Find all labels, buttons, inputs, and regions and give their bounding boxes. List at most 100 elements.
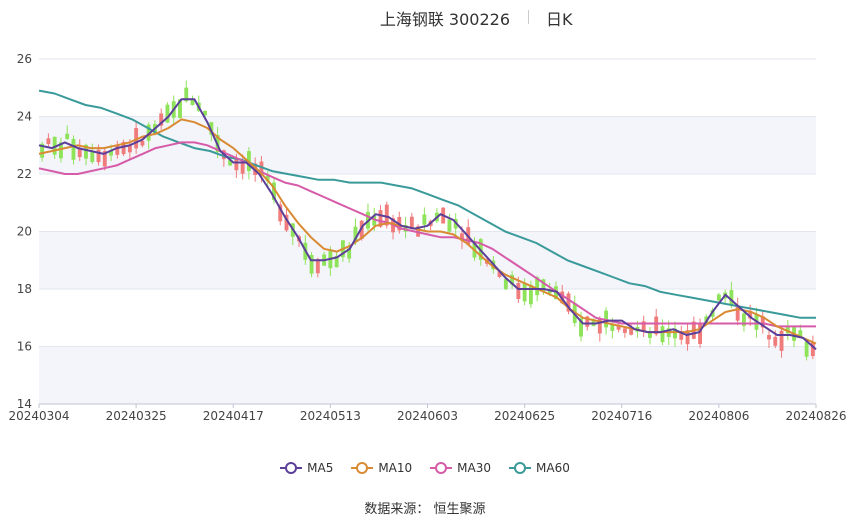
legend-label-ma30: MA30 (457, 461, 492, 475)
x-tick-label: 20240304 (8, 409, 69, 423)
y-tick-label: 26 (17, 52, 32, 66)
ma30-line (38, 141, 816, 328)
candle-body (648, 331, 652, 338)
candle-body (284, 214, 289, 231)
candle-body (503, 279, 508, 290)
candle-body (203, 111, 207, 116)
candle-body (178, 99, 182, 118)
candle-body (616, 325, 621, 330)
x-tick-label: 20240417 (203, 409, 264, 423)
candle-body (134, 128, 139, 149)
candle-body (278, 204, 283, 222)
legend-label-ma5: MA5 (307, 461, 334, 475)
candle-body (40, 143, 45, 158)
candle-body (240, 162, 245, 174)
candle-body (779, 330, 784, 351)
candle-body (566, 293, 571, 312)
stock-name-code: 上海钢联 300226 (379, 10, 510, 29)
candle-body (622, 328, 627, 333)
candle-body (516, 283, 521, 300)
legend-item-ma10[interactable]: MA10 (351, 458, 412, 478)
ma60-line (38, 89, 816, 319)
x-tick-label: 20240325 (106, 409, 167, 423)
candle-body (679, 331, 684, 340)
candle-body (798, 330, 803, 337)
candle-body (522, 283, 527, 302)
candle-body (654, 316, 659, 335)
candle-body (77, 147, 82, 158)
candle-body (535, 277, 540, 296)
x-tick-label: 20240513 (300, 409, 361, 423)
candle-body (109, 150, 114, 156)
candle-body (96, 149, 101, 163)
y-tick-label: 14 (17, 397, 32, 411)
legend-marker-ma30 (430, 462, 453, 474)
y-tick-label: 18 (17, 282, 32, 296)
candle-body (579, 318, 583, 337)
y-tick-label: 20 (17, 225, 32, 239)
candle-body (698, 322, 703, 344)
candle-body (748, 310, 753, 319)
candle-body (84, 144, 88, 159)
candle-body (58, 142, 63, 159)
candle-body (541, 279, 546, 292)
candle-body (234, 158, 239, 171)
candle-body (497, 271, 502, 277)
candle-body (272, 182, 276, 200)
y-tick-label: 24 (17, 110, 32, 124)
candle-body (804, 341, 809, 357)
candle-body (309, 254, 314, 274)
candle-body (767, 335, 771, 340)
band (39, 231, 816, 289)
candle-body (585, 316, 590, 327)
candle-body (347, 248, 352, 259)
candle-body (735, 305, 740, 321)
candle-body (422, 214, 427, 225)
legend-item-ma30[interactable]: MA30 (430, 458, 491, 478)
candle-body (641, 321, 646, 331)
legend: MA5 MA10 MA30 MA60 (0, 458, 850, 478)
candle-body (660, 326, 665, 343)
candle-body (773, 336, 778, 346)
period-label: 日K (546, 10, 573, 29)
y-tick-label: 22 (17, 167, 32, 181)
candle-body (610, 324, 615, 331)
legend-label-ma10: MA10 (378, 461, 413, 475)
candle-body (810, 342, 815, 357)
candle-body (378, 210, 383, 227)
legend-marker-ma60 (509, 462, 532, 474)
legend-item-ma60[interactable]: MA60 (509, 458, 570, 478)
candle-body (716, 294, 721, 301)
candle-body (102, 150, 107, 167)
ma10-line (38, 118, 817, 345)
candle-body (685, 330, 690, 345)
moving-average-lines (38, 89, 817, 351)
candle-body (604, 310, 609, 328)
x-tick-label: 20240625 (494, 409, 555, 423)
ma5-line (38, 98, 817, 351)
legend-item-ma5[interactable]: MA5 (280, 458, 333, 478)
candle-body (403, 224, 408, 232)
candle-body (447, 219, 452, 232)
candle-body (165, 104, 170, 123)
candle-body (760, 316, 765, 328)
x-tick-label: 20240826 (785, 409, 846, 423)
candle-body (46, 138, 51, 145)
candle-body (460, 233, 464, 241)
candle-body (409, 216, 414, 229)
candle-body (741, 313, 746, 327)
candle-body (334, 255, 339, 268)
x-tick-label: 20240716 (591, 409, 652, 423)
candle-body (115, 144, 120, 155)
candle-body (384, 204, 389, 226)
candle-body (259, 161, 264, 176)
candle-body (65, 133, 70, 139)
legend-label-ma60: MA60 (536, 461, 570, 475)
candle-body (140, 140, 145, 146)
plot-background-bands (39, 116, 816, 404)
candle-body (510, 274, 515, 285)
candle-body (209, 122, 214, 135)
candle-body (629, 328, 634, 335)
x-tick-label: 20240603 (397, 409, 458, 423)
